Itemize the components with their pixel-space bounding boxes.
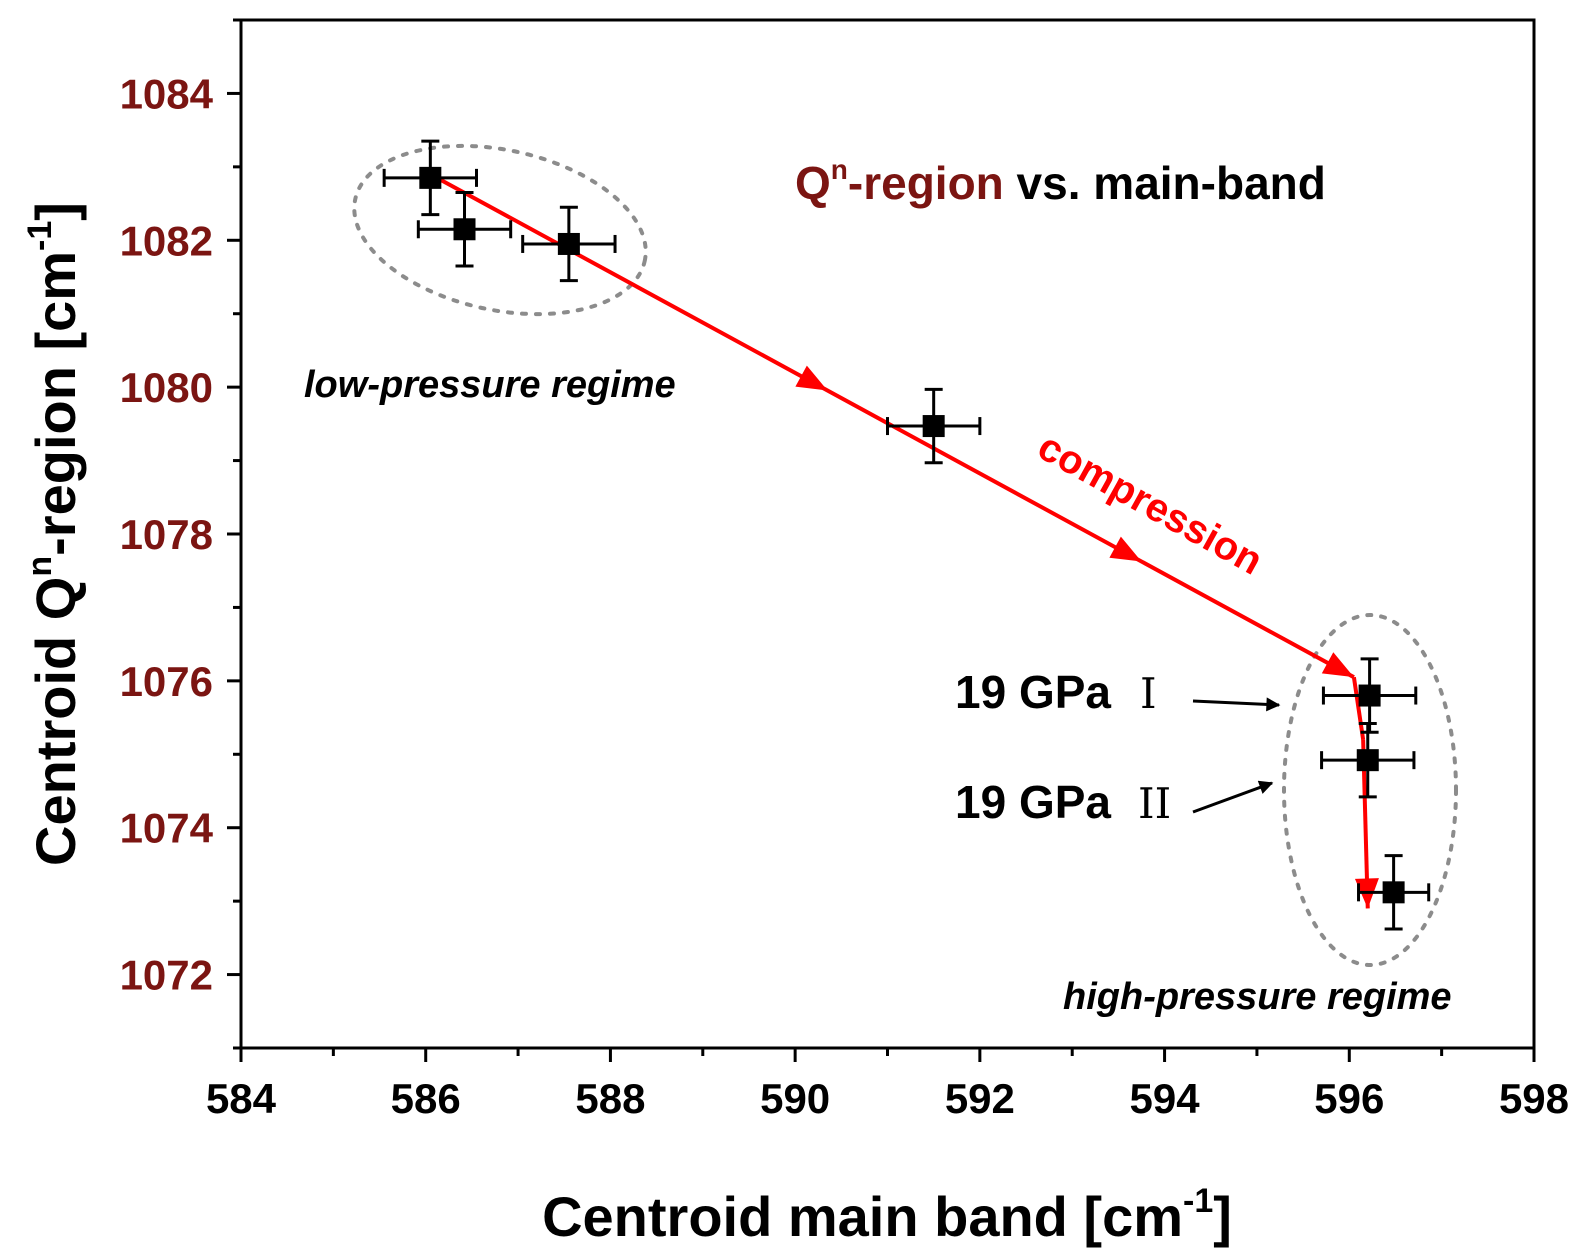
data-point: [1321, 657, 1418, 734]
data-point: [1357, 854, 1431, 931]
title-rest: vs. main-band: [1004, 157, 1326, 209]
y-tick-label: 1084: [120, 70, 214, 117]
y-tick-label: 1082: [120, 217, 213, 264]
x-axis-ticks: 584 586 588 590 592 594 596 598: [206, 1048, 1569, 1122]
x-axis-title-main: Centroid main band [cm: [542, 1185, 1183, 1248]
square-marker: [453, 218, 476, 241]
low-pressure-label: low-pressure regime: [304, 364, 676, 406]
data-point: [886, 387, 982, 465]
label-19gpa-1: 19 GPa I: [955, 666, 1281, 718]
path-segment: [1351, 676, 1366, 740]
roman-numeral-1: I: [1140, 669, 1157, 718]
x-axis-title-end: ]: [1213, 1185, 1232, 1248]
square-marker: [1358, 684, 1381, 707]
x-tick-label: 590: [760, 1075, 830, 1122]
pointer-arrow-1: [1192, 697, 1281, 712]
square-marker: [419, 166, 442, 189]
x-tick-label: 588: [575, 1075, 645, 1122]
y-axis-title-sup2: -1: [21, 221, 59, 251]
roman-numeral-2: II: [1138, 779, 1171, 828]
square-marker: [922, 415, 945, 438]
x-tick-label: 598: [1499, 1075, 1569, 1122]
y-tick-label: 1080: [120, 364, 213, 411]
y-axis-title-end: ]: [24, 202, 87, 221]
y-tick-label: 1074: [120, 805, 214, 852]
compression-arrowhead: [1109, 536, 1142, 562]
high-pressure-ellipse: [1282, 613, 1458, 967]
x-tick-label: 594: [1130, 1075, 1201, 1122]
x-tick-label: 586: [391, 1075, 461, 1122]
title-region: -region: [848, 157, 1004, 209]
data-point: [416, 191, 513, 268]
x-tick-label: 592: [945, 1075, 1015, 1122]
x-tick-label: 596: [1314, 1075, 1384, 1122]
square-marker: [1382, 881, 1405, 904]
data-point: [382, 139, 479, 217]
compression-arrowhead: [1321, 652, 1354, 678]
pointer-arrow-2: [1192, 780, 1274, 814]
label-19gpa-2-text: 19 GPa: [955, 776, 1111, 828]
x-axis-title: Centroid main band [cm-1]: [542, 1182, 1232, 1248]
data-point: [1320, 721, 1416, 799]
y-axis-title-sup1: n: [21, 556, 59, 577]
y-tick-label: 1072: [120, 952, 213, 999]
y-axis-title-main: Centroid Q: [24, 577, 87, 866]
title-q-sup: n: [831, 154, 848, 185]
y-axis-title: Centroid Qn-region [cm-1]: [21, 202, 87, 866]
high-pressure-label: high-pressure regime: [1063, 976, 1452, 1018]
data-point: [521, 205, 617, 283]
label-19gpa-2: 19 GPa II: [955, 776, 1274, 828]
compression-arrowhead: [795, 365, 828, 391]
y-axis-title-mid: -region [cm: [24, 251, 87, 556]
square-marker: [1356, 749, 1379, 772]
y-tick-label: 1076: [120, 658, 213, 705]
y-tick-label: 1078: [120, 511, 213, 558]
chart-title: Qn-region vs. main-band: [795, 154, 1326, 209]
y-axis-ticks: 1072 1074 1076 1078 1080 1082 1084: [120, 18, 241, 1050]
title-q: Q: [795, 157, 831, 209]
x-axis-title-sup: -1: [1183, 1182, 1213, 1220]
square-marker: [557, 232, 580, 255]
compression-label: compression: [1031, 424, 1270, 583]
x-tick-label: 584: [206, 1075, 277, 1122]
low-pressure-ellipse: [352, 143, 648, 317]
label-19gpa-1-text: 19 GPa: [955, 666, 1111, 718]
data-points: [382, 139, 1431, 931]
